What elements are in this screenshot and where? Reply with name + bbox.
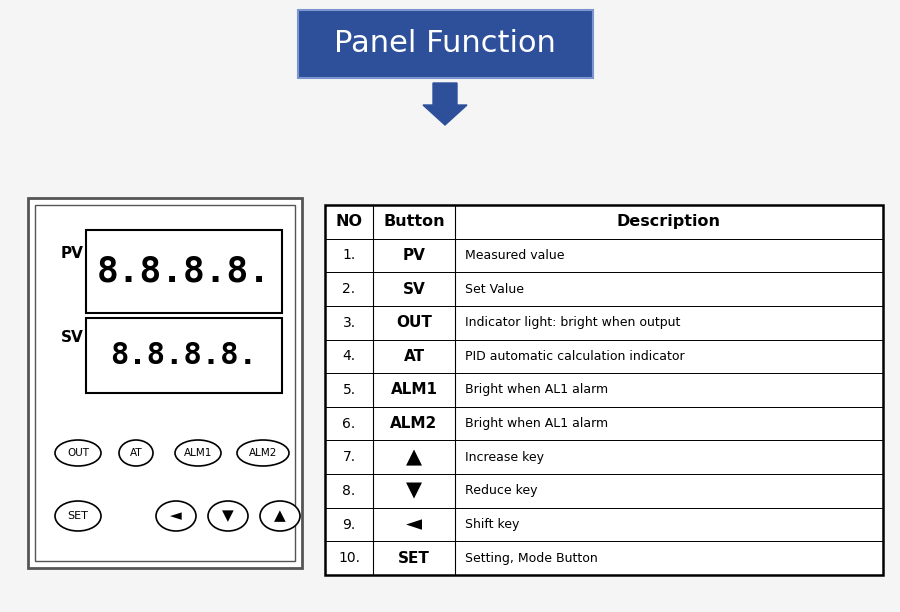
Text: ALM1: ALM1: [391, 382, 437, 398]
Text: ALM2: ALM2: [391, 416, 437, 431]
FancyBboxPatch shape: [325, 272, 883, 306]
Ellipse shape: [260, 501, 300, 531]
Text: PV: PV: [402, 248, 426, 263]
Ellipse shape: [208, 501, 248, 531]
Ellipse shape: [156, 501, 196, 531]
Text: Panel Function: Panel Function: [334, 29, 556, 59]
Text: Button: Button: [383, 214, 445, 230]
Text: Increase key: Increase key: [465, 451, 544, 464]
Text: 7.: 7.: [342, 450, 356, 465]
Text: ▲: ▲: [274, 509, 286, 523]
Text: 4.: 4.: [342, 349, 356, 364]
Text: Bright when AL1 alarm: Bright when AL1 alarm: [465, 417, 608, 430]
Text: ▼: ▼: [406, 481, 422, 501]
Text: 5.: 5.: [342, 383, 356, 397]
FancyBboxPatch shape: [325, 373, 883, 407]
Text: Setting, Mode Button: Setting, Mode Button: [465, 551, 598, 565]
Ellipse shape: [55, 501, 101, 531]
Text: ▲: ▲: [406, 447, 422, 468]
Text: ALM2: ALM2: [248, 448, 277, 458]
FancyBboxPatch shape: [325, 239, 883, 272]
FancyBboxPatch shape: [28, 198, 302, 568]
Text: 9.: 9.: [342, 518, 356, 532]
Text: ◄: ◄: [170, 509, 182, 523]
Text: SV: SV: [402, 282, 426, 297]
Text: 6.: 6.: [342, 417, 356, 431]
Text: SV: SV: [60, 330, 84, 346]
FancyBboxPatch shape: [325, 306, 883, 340]
FancyBboxPatch shape: [325, 407, 883, 441]
Ellipse shape: [175, 440, 221, 466]
Text: Indicator light: bright when output: Indicator light: bright when output: [465, 316, 680, 329]
FancyBboxPatch shape: [86, 230, 282, 313]
Text: NO: NO: [336, 214, 363, 230]
FancyBboxPatch shape: [325, 474, 883, 508]
FancyBboxPatch shape: [298, 10, 592, 78]
FancyBboxPatch shape: [325, 542, 883, 575]
Text: Reduce key: Reduce key: [465, 485, 537, 498]
Text: ALM1: ALM1: [184, 448, 212, 458]
Text: Bright when AL1 alarm: Bright when AL1 alarm: [465, 384, 608, 397]
Text: AT: AT: [130, 448, 142, 458]
Ellipse shape: [55, 440, 101, 466]
Text: 8.: 8.: [342, 484, 356, 498]
Text: 3.: 3.: [342, 316, 356, 330]
FancyBboxPatch shape: [325, 340, 883, 373]
Polygon shape: [423, 83, 467, 125]
Text: PV: PV: [60, 245, 84, 261]
Text: 8.8.8.8.: 8.8.8.8.: [111, 341, 257, 370]
Text: PID automatic calculation indicator: PID automatic calculation indicator: [465, 350, 685, 363]
Ellipse shape: [237, 440, 289, 466]
Text: ◄: ◄: [406, 515, 422, 534]
Text: Measured value: Measured value: [465, 249, 564, 262]
Text: SET: SET: [68, 511, 88, 521]
Text: Description: Description: [617, 214, 721, 230]
Text: 1.: 1.: [342, 248, 356, 263]
Text: Shift key: Shift key: [465, 518, 519, 531]
Text: OUT: OUT: [67, 448, 89, 458]
Text: 10.: 10.: [338, 551, 360, 565]
Text: 2.: 2.: [342, 282, 356, 296]
Text: ▼: ▼: [222, 509, 234, 523]
FancyBboxPatch shape: [325, 205, 883, 239]
Text: OUT: OUT: [396, 315, 432, 330]
Ellipse shape: [119, 440, 153, 466]
FancyBboxPatch shape: [325, 441, 883, 474]
FancyBboxPatch shape: [325, 508, 883, 542]
Text: Set Value: Set Value: [465, 283, 524, 296]
Text: SET: SET: [398, 551, 430, 565]
Text: 8.8.8.8.: 8.8.8.8.: [97, 255, 271, 288]
Text: AT: AT: [403, 349, 425, 364]
FancyBboxPatch shape: [86, 318, 282, 393]
